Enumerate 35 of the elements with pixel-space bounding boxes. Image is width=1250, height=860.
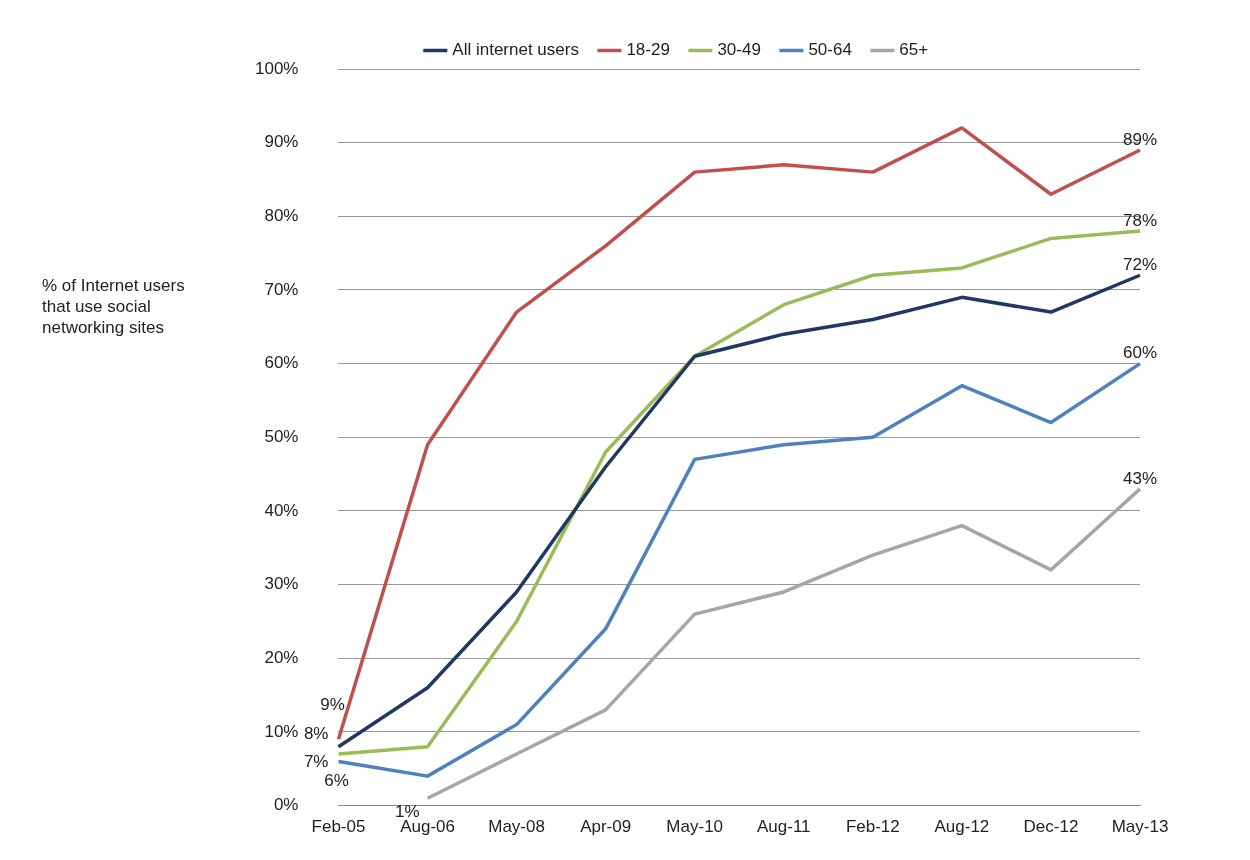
data-label: 72% xyxy=(1122,254,1158,274)
y-tick-label: 40% xyxy=(264,500,299,520)
x-tick-label: Feb-12 xyxy=(845,817,900,837)
x-tick-label: Aug-12 xyxy=(934,817,990,837)
x-tick-label: May-13 xyxy=(1111,817,1169,837)
x-tick-label: May-10 xyxy=(666,817,724,837)
data-label: 89% xyxy=(1122,129,1158,149)
y-tick-label: 30% xyxy=(264,574,299,594)
x-tick-label: Feb-05 xyxy=(311,817,366,837)
legend-label: 50-64 xyxy=(808,40,852,60)
y-tick-label: 90% xyxy=(264,132,299,152)
x-tick-label: Apr-09 xyxy=(580,817,632,837)
y-tick-label: 20% xyxy=(264,647,299,667)
y-axis-title: % of Internet users that use social networking sites xyxy=(42,275,186,338)
y-tick-label: 50% xyxy=(264,426,299,446)
data-label: 7% xyxy=(303,751,329,771)
data-label: 6% xyxy=(324,771,349,791)
data-label: 8% xyxy=(303,724,329,744)
x-tick-label: Aug-11 xyxy=(756,817,811,837)
y-tick-label: 10% xyxy=(264,721,299,741)
legend-label: 30-49 xyxy=(717,40,761,60)
legend-label: 65+ xyxy=(899,40,929,60)
data-label: 60% xyxy=(1122,343,1158,363)
data-label: 78% xyxy=(1122,210,1158,230)
data-label: 43% xyxy=(1122,468,1158,488)
x-tick-label: Dec-12 xyxy=(1023,817,1079,837)
legend-label: 18-29 xyxy=(626,40,670,60)
y-tick-label: 60% xyxy=(264,353,299,373)
y-tick-label: 80% xyxy=(264,206,299,226)
legend-label: All internet users xyxy=(452,40,579,60)
data-label: 9% xyxy=(320,694,345,714)
y-tick-label: 0% xyxy=(273,795,299,815)
y-tick-label: 100% xyxy=(255,58,299,78)
x-tick-label: May-08 xyxy=(488,817,545,837)
y-tick-label: 70% xyxy=(264,279,299,299)
